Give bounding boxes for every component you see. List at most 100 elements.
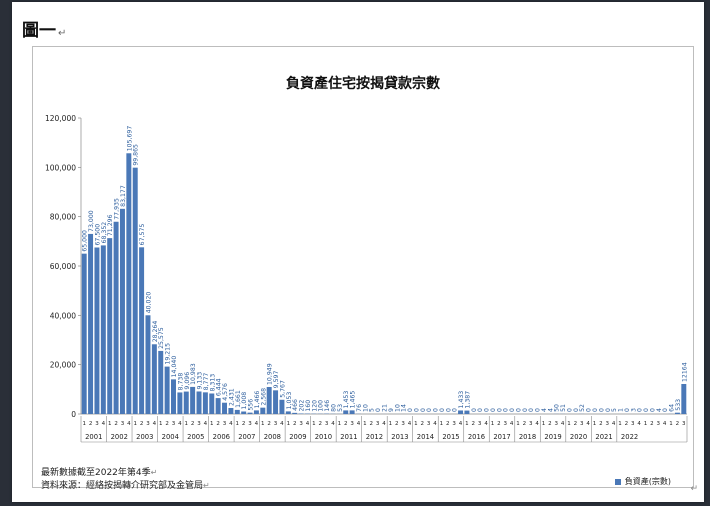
bar-data-label: 10,949: [267, 363, 274, 385]
bar-data-label: 40,020: [145, 292, 152, 314]
bar: [126, 153, 132, 414]
bar-data-label: 28,264: [152, 321, 159, 343]
year-tick-label: 2017: [493, 433, 510, 441]
quarter-tick-label: 4: [663, 421, 667, 427]
bar-data-label: 8,777: [203, 373, 210, 391]
year-tick-label: 2002: [111, 433, 128, 441]
quarter-tick-label: 1: [236, 421, 240, 427]
bar: [100, 245, 106, 414]
bar: [171, 379, 176, 414]
bar-data-label: 0: [624, 408, 631, 412]
bar-data-label: 0: [413, 408, 420, 412]
year-tick-label: 2006: [213, 433, 230, 441]
bar-data-label: 3: [630, 408, 637, 412]
bar: [222, 402, 228, 414]
quarter-tick-label: 2: [625, 421, 629, 427]
quarter-tick-label: 1: [210, 421, 214, 427]
quarter-tick-label: 2: [548, 421, 552, 427]
bar-data-label: 0: [433, 408, 440, 412]
quarter-tick-label: 3: [529, 421, 533, 427]
bar: [241, 411, 247, 414]
bar: [681, 383, 687, 414]
bar-data-label: 2,568: [260, 388, 267, 406]
bar-data-label: 4: [656, 408, 663, 412]
bar: [132, 167, 138, 414]
quarter-tick-label: 2: [650, 421, 654, 427]
bar: [158, 350, 164, 414]
bar-data-label: 21: [382, 404, 389, 412]
quarter-tick-label: 4: [331, 421, 335, 427]
quarter-tick-label: 1: [159, 421, 163, 427]
bar: [190, 386, 196, 414]
bar-data-label: 1,661: [235, 390, 242, 408]
bar: [674, 412, 680, 414]
bar: [266, 386, 272, 414]
bar: [151, 344, 157, 414]
bar: [292, 412, 298, 414]
quarter-tick-label: 4: [510, 421, 514, 427]
quarter-tick-label: 4: [229, 421, 233, 427]
y-tick-label: 100,000: [45, 163, 76, 172]
year-tick-label: 2022: [621, 433, 638, 441]
quarter-tick-label: 1: [82, 421, 86, 427]
quarter-tick-label: 1: [363, 421, 367, 427]
quarter-tick-label: 1: [567, 421, 571, 427]
chart-title: 負資產住宅按揭貸款宗數: [286, 76, 440, 92]
bar-data-label: 77,935: [114, 198, 121, 220]
quarter-tick-label: 1: [108, 421, 112, 427]
bar: [202, 392, 208, 414]
bar-data-label: 6,444: [216, 378, 223, 396]
year-tick-label: 2013: [391, 433, 408, 441]
quarter-tick-label: 3: [401, 421, 405, 427]
quarter-tick-label: 1: [644, 421, 648, 427]
bar-data-label: 4: [547, 408, 554, 412]
quarter-tick-label: 2: [318, 421, 322, 427]
year-tick-label: 2001: [85, 433, 102, 441]
quarter-tick-label: 4: [204, 421, 208, 427]
bar-data-label: 0: [407, 408, 414, 412]
quarter-tick-label: 2: [114, 421, 118, 427]
quarter-tick-label: 3: [452, 421, 456, 427]
bar-data-label: 50: [554, 404, 561, 412]
quarter-tick-label: 2: [140, 421, 144, 427]
quarter-tick-label: 2: [497, 421, 501, 427]
bar-data-label: 51: [560, 404, 567, 412]
quarter-tick-label: 4: [255, 421, 259, 427]
bar-data-label: 0: [439, 408, 446, 412]
bar-data-label: 9,133: [197, 372, 204, 390]
bar-data-label: 65,000: [82, 230, 89, 252]
quarter-tick-label: 2: [89, 421, 93, 427]
bar-data-label: 53: [337, 404, 344, 412]
bar-data-label: 64: [669, 404, 676, 412]
bar-data-label: 1,465: [350, 391, 357, 409]
quarter-tick-label: 3: [172, 421, 176, 427]
bar-data-label: 9,096: [184, 372, 191, 390]
bar-data-label: 0: [490, 408, 497, 412]
bar: [183, 391, 189, 414]
bar-data-label: 1,466: [254, 391, 261, 409]
bar: [349, 410, 355, 414]
bar-data-label: 67,575: [139, 224, 146, 246]
chart-container[interactable]: 負資產住宅按揭貸款宗數 0 20,000 40,000 60,000 80,000 100…: [32, 46, 694, 491]
quarter-tick-label: 1: [312, 421, 316, 427]
quarter-tick-label: 1: [261, 421, 265, 427]
quarter-tick-label: 1: [133, 421, 137, 427]
note-latest-data: 最新數據截至2022年第4季↵: [41, 465, 157, 478]
bar-data-label: 5: [369, 408, 376, 412]
quarter-tick-label: 3: [197, 421, 201, 427]
bar-data-label: 1,008: [241, 392, 248, 410]
quarter-tick-label: 4: [612, 421, 616, 427]
quarter-tick-label: 4: [153, 421, 157, 427]
quarter-tick-label: 1: [542, 421, 546, 427]
quarter-tick-label: 2: [421, 421, 425, 427]
quarter-tick-label: 4: [306, 421, 310, 427]
bar-data-label: 0: [535, 408, 542, 412]
bar-data-label: 10: [394, 404, 401, 412]
bar: [273, 390, 279, 414]
bar-data-label: 0: [649, 408, 656, 412]
quarter-tick-label: 3: [554, 421, 558, 427]
bar-data-label: 0: [445, 408, 452, 412]
bar-data-label: 0: [605, 408, 612, 412]
y-tick-label: 80,000: [50, 213, 76, 222]
note-latest-text: 最新數據截至2022年第4季: [41, 468, 151, 478]
